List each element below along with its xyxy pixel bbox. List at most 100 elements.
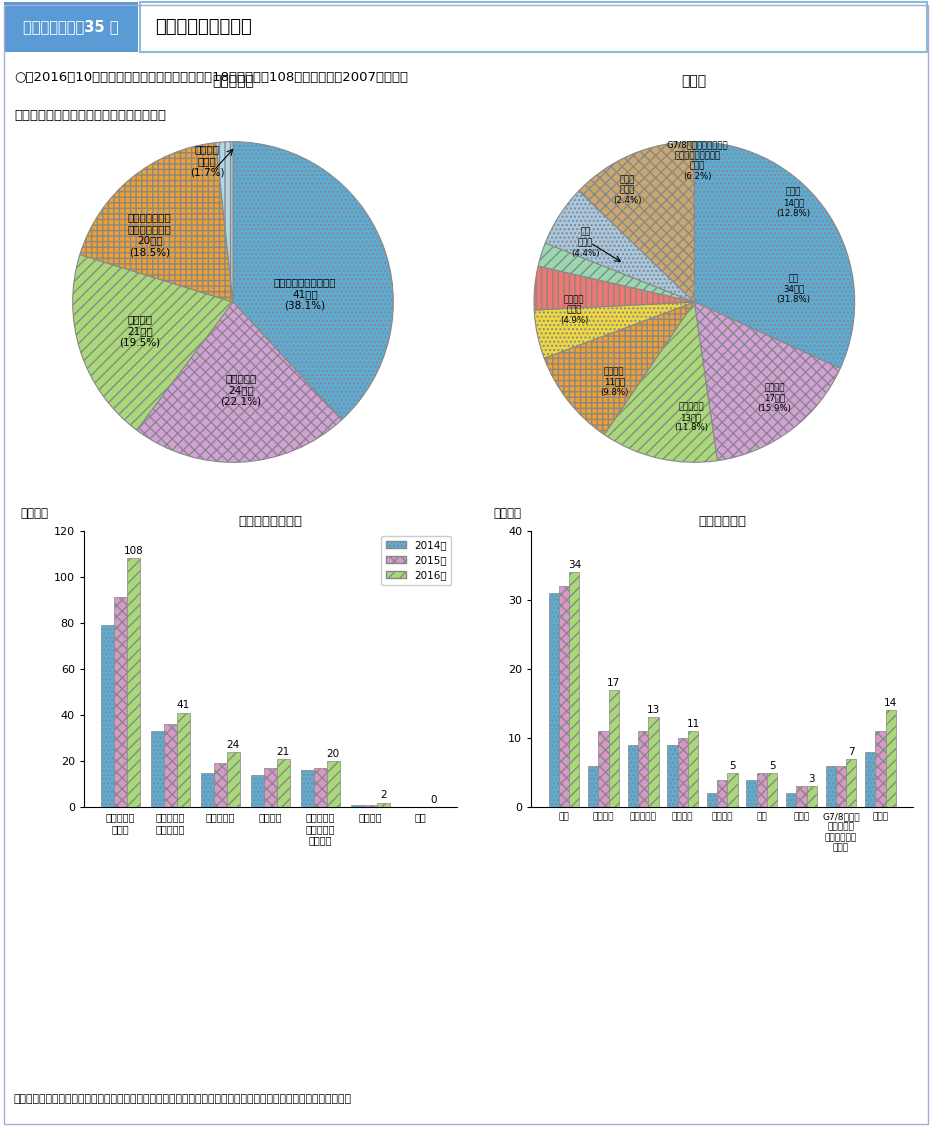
Bar (327, 761, 340, 807)
Text: 20: 20 (327, 749, 340, 759)
Wedge shape (534, 266, 694, 310)
Wedge shape (216, 141, 233, 301)
Bar (757, 772, 767, 807)
Text: 5: 5 (729, 761, 736, 771)
Bar (865, 752, 875, 807)
Bar (598, 732, 609, 807)
Bar (363, 805, 377, 807)
Wedge shape (544, 301, 694, 435)
Bar (226, 752, 240, 807)
Text: ○　2016年10月末の外国人労働者数は前年差約18万人増の約108万人となり、2007年に届出: ○ 2016年10月末の外国人労働者数は前年差約18万人増の約108万人となり、… (14, 71, 408, 85)
Bar (836, 765, 846, 807)
Text: フィリピン
13万人
(11.8%): フィリピン 13万人 (11.8%) (674, 403, 708, 432)
Text: 技能実習
21万人
(19.5%): 技能実習 21万人 (19.5%) (119, 314, 160, 348)
Bar (717, 779, 728, 807)
Bar (251, 774, 264, 807)
Text: 21: 21 (277, 746, 290, 756)
Text: 資格外活動
24万人
(22.1%): 資格外活動 24万人 (22.1%) (221, 374, 262, 406)
Bar (114, 597, 127, 807)
Wedge shape (694, 141, 855, 368)
Text: 13: 13 (647, 706, 660, 716)
Text: 第１－（２）－35 図: 第１－（２）－35 図 (23, 19, 118, 35)
Text: 7: 7 (848, 746, 855, 756)
Bar (728, 772, 738, 807)
Bar (350, 805, 363, 807)
Text: 身分に基づく在留資格
41万人
(38.1%): 身分に基づく在留資格 41万人 (38.1%) (274, 278, 336, 310)
Text: 11: 11 (686, 719, 700, 729)
Legend: 2014年, 2015年, 2016年: 2014年, 2015年, 2016年 (381, 536, 451, 585)
Text: その他
14万人
(12.8%): その他 14万人 (12.8%) (776, 187, 811, 218)
Bar (559, 586, 569, 807)
Wedge shape (534, 301, 694, 358)
Bar (377, 803, 390, 807)
Bar (569, 572, 580, 807)
Text: 0: 0 (430, 795, 436, 805)
Wedge shape (137, 301, 342, 462)
Text: 108: 108 (123, 546, 144, 555)
Bar (826, 765, 836, 807)
Text: ネパール
５万人
(4.9%): ネパール ５万人 (4.9%) (560, 295, 588, 325)
Text: 中国
34万人
(31.8%): 中国 34万人 (31.8%) (776, 274, 811, 304)
Bar (767, 772, 777, 807)
Bar (806, 787, 816, 807)
Text: 2: 2 (380, 790, 387, 800)
Wedge shape (694, 301, 841, 461)
Text: （万人）: （万人） (21, 507, 48, 519)
Wedge shape (80, 142, 233, 301)
Text: 外国人労働者の概観: 外国人労働者の概観 (155, 18, 252, 36)
Title: 国籍別の推移: 国籍別の推移 (698, 515, 747, 528)
Bar (4, 2, 138, 52)
Bar (164, 725, 177, 807)
Text: G7/8＋オーストラリア
＋ニュージーランド
７万人
(6.2%): G7/8＋オーストラリア ＋ニュージーランド ７万人 (6.2%) (666, 141, 729, 181)
Text: ペルー
３万人
(2.4%): ペルー ３万人 (2.4%) (612, 175, 641, 204)
Bar (200, 772, 213, 807)
Text: 34: 34 (568, 560, 581, 570)
Wedge shape (538, 243, 694, 301)
Bar (301, 770, 314, 807)
Wedge shape (545, 191, 694, 301)
Text: 特定活動
２万人
(1.7%): 特定活動 ２万人 (1.7%) (190, 145, 225, 177)
Bar (667, 745, 678, 807)
Text: 専門的・技術的
分野の在留資格
20万人
(18.5%): 専門的・技術的 分野の在留資格 20万人 (18.5%) (128, 212, 171, 257)
Text: 資料出所　厚生労働省「『外国人雇用状況』の届出状況まとめ」をもとに厚生労働省労働政策担当参事官室にて作成: 資料出所 厚生労働省「『外国人雇用状況』の届出状況まとめ」をもとに厚生労働省労働… (14, 1094, 352, 1103)
Bar (786, 794, 796, 807)
Bar (875, 732, 885, 807)
Bar (127, 558, 140, 807)
Bar (277, 759, 290, 807)
Text: 14: 14 (884, 699, 898, 708)
Bar (609, 690, 619, 807)
Wedge shape (73, 254, 233, 430)
Text: 3: 3 (808, 774, 815, 785)
Bar (628, 745, 638, 807)
Title: 在留資格別: 在留資格別 (212, 75, 254, 88)
Text: ブラジル
11万人
(9.8%): ブラジル 11万人 (9.8%) (600, 367, 628, 397)
Bar (649, 717, 659, 807)
Text: 41: 41 (177, 700, 190, 710)
Text: 韓国
５万人
(4.4%): 韓国 ５万人 (4.4%) (571, 228, 599, 257)
Bar (846, 759, 857, 807)
Wedge shape (233, 141, 393, 420)
Text: ベトナム
17万人
(15.9%): ベトナム 17万人 (15.9%) (758, 384, 791, 413)
Title: 在留資格別の推移: 在留資格別の推移 (239, 515, 302, 528)
Bar (213, 763, 226, 807)
Bar (747, 779, 757, 807)
Bar (101, 625, 114, 807)
Bar (549, 593, 559, 807)
Bar (177, 712, 190, 807)
Text: （万人）: （万人） (493, 507, 521, 519)
Wedge shape (604, 301, 718, 462)
Title: 国籍別: 国籍別 (682, 75, 706, 88)
Bar (706, 794, 717, 807)
Bar (588, 765, 598, 807)
Bar (885, 710, 896, 807)
Bar (314, 768, 327, 807)
Bar (796, 787, 806, 807)
Text: が義務化されて以来過去最高を更新。: が義務化されて以来過去最高を更新。 (14, 108, 166, 122)
Bar (140, 2, 927, 52)
Wedge shape (579, 141, 694, 301)
Bar (264, 768, 277, 807)
Bar (151, 732, 164, 807)
Bar (688, 732, 698, 807)
Bar (638, 732, 649, 807)
Bar (678, 738, 688, 807)
